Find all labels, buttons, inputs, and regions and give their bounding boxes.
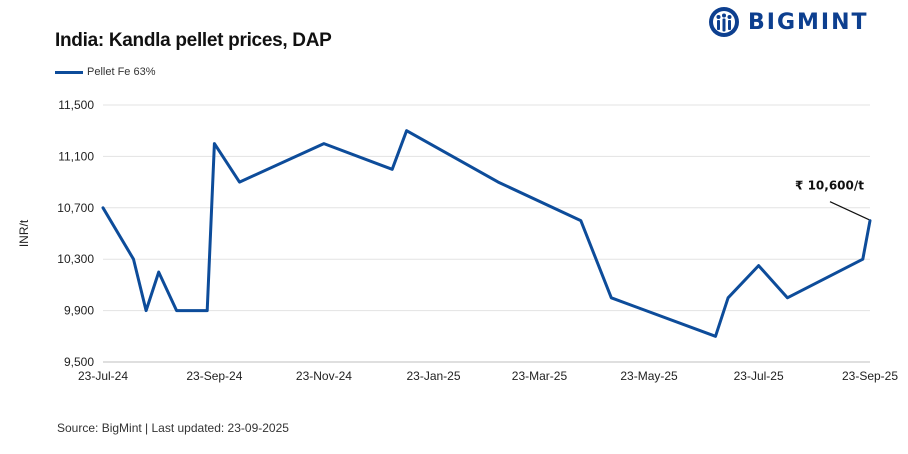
y-tick-label: 10,700 bbox=[57, 201, 94, 215]
x-tick-label: 23-Jan-25 bbox=[406, 369, 460, 383]
legend-swatch bbox=[55, 70, 83, 74]
bigmint-logo-icon bbox=[709, 7, 739, 37]
y-tick-label: 10,300 bbox=[57, 252, 94, 266]
annotation-label: ₹ 10,600/t bbox=[795, 179, 864, 193]
y-tick-label: 11,500 bbox=[58, 98, 94, 112]
x-tick-label: 23-Mar-25 bbox=[512, 369, 568, 383]
brand-name: BIGMINT bbox=[748, 9, 869, 35]
x-tick-label: 23-Sep-25 bbox=[842, 369, 898, 383]
annotations: ₹ 10,600/t bbox=[795, 179, 870, 221]
series-line-pellet-fe-63 bbox=[101, 129, 872, 338]
y-axis-title: INR/t bbox=[17, 219, 31, 247]
x-tick-label: 23-Jul-25 bbox=[734, 369, 784, 383]
bigmint-logo: BIGMINT bbox=[708, 6, 869, 38]
x-tick-label: 23-Jul-24 bbox=[78, 369, 128, 383]
grid-lines bbox=[103, 104, 870, 312]
x-tick-label: 23-Nov-24 bbox=[296, 369, 352, 383]
legend-label: Pellet Fe 63% bbox=[87, 66, 156, 78]
y-tick-label: 11,100 bbox=[58, 149, 94, 163]
chart-title: India: Kandla pellet prices, DAP bbox=[55, 30, 332, 51]
annotation-leader bbox=[829, 201, 870, 221]
y-axis-ticks: 9,500 9,900 10,300 10,700 11,100 11,500 bbox=[57, 98, 94, 369]
x-axis-ticks: 23-Jul-24 23-Sep-24 23-Nov-24 23-Jan-25 23-M… bbox=[78, 369, 898, 383]
legend: Pellet Fe 63% bbox=[55, 66, 155, 78]
y-tick-label: 9,900 bbox=[64, 304, 94, 318]
x-tick-label: 23-May-25 bbox=[620, 369, 678, 383]
y-tick-label: 9,500 bbox=[64, 355, 94, 369]
x-tick-label: 23-Sep-24 bbox=[186, 369, 242, 383]
source-note: Source: BigMint | Last updated: 23-09-20… bbox=[57, 421, 289, 435]
